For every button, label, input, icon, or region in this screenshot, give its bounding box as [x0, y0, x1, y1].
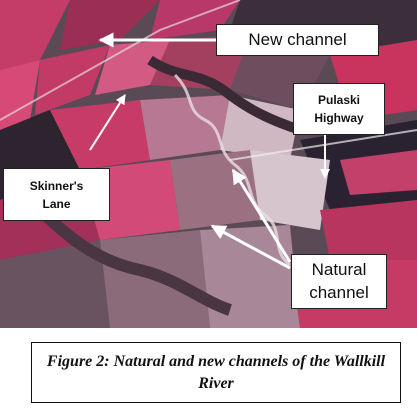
pulaski-highway-label: Pulaski Highway: [293, 83, 385, 135]
new-channel-label: New channel: [216, 24, 379, 56]
natural-channel-label: Natural channel: [291, 254, 387, 309]
figure-caption: Figure 2: Natural and new channels of th…: [31, 342, 401, 403]
skinners-lane-label: Skinner's Lane: [3, 168, 110, 221]
